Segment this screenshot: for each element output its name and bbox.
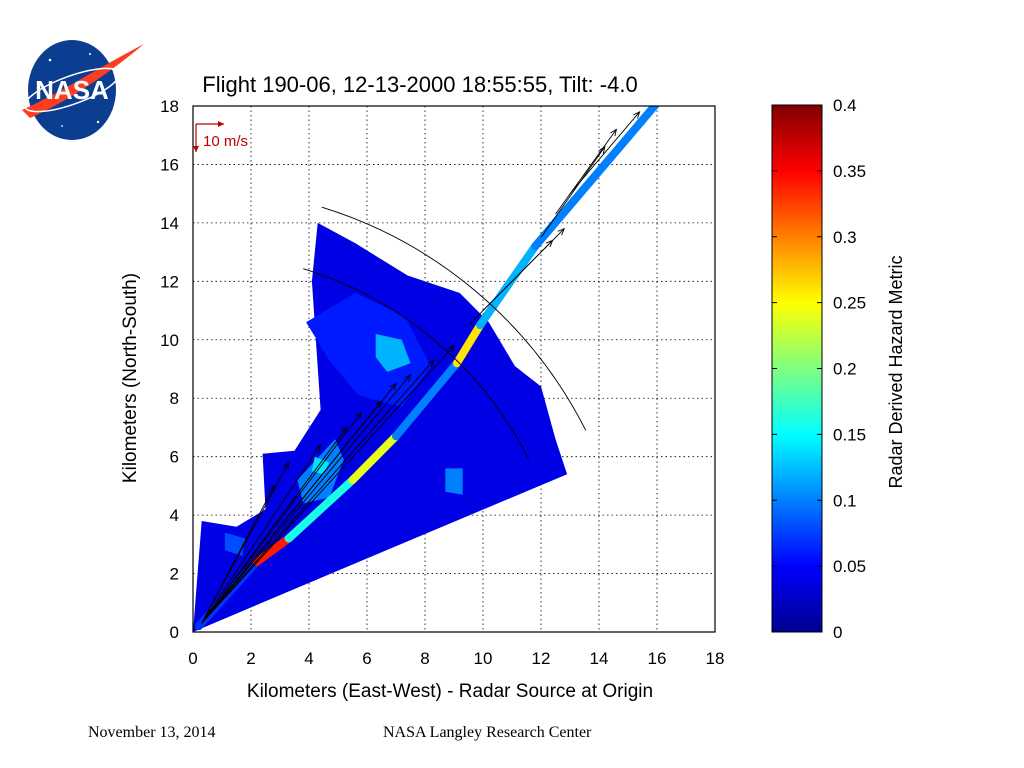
colorbar-tick-label: 0.05 (833, 557, 866, 576)
colorbar-tick-label: 0 (833, 623, 842, 642)
x-tick-label: 10 (474, 649, 493, 668)
colorbar-ticks: 0 0.05 0.1 0.15 0.2 0.25 0.3 0.35 0.4 (772, 96, 866, 642)
wind-vector (201, 373, 412, 624)
x-tick-label: 8 (420, 649, 429, 668)
colorbar-tick-label: 0.4 (833, 96, 857, 115)
y-tick-label: 10 (160, 331, 179, 350)
wind-vector (201, 444, 322, 624)
range-ring (321, 206, 587, 431)
colorbar-tick-label: 0.25 (833, 294, 866, 313)
hazard-beam-segment (252, 534, 293, 566)
footer-date: November 13, 2014 (88, 724, 216, 741)
y-tick-label: 18 (160, 97, 179, 116)
colorbar-tick-label: 0.1 (833, 491, 857, 510)
y-tick-label: 8 (170, 389, 179, 408)
scale-annotation: 10 m/s (193, 121, 248, 152)
colorbar-tick-label: 0.3 (833, 228, 857, 247)
wind-vector (201, 426, 348, 624)
plot-frame (192, 105, 716, 633)
wind-vector (201, 344, 455, 624)
x-tick-label: 12 (532, 649, 551, 668)
footer-organization: NASA Langley Research Center (383, 724, 592, 741)
y-tick-label: 2 (170, 565, 179, 584)
hazard-beam-segment (392, 359, 461, 441)
chart-title: Flight 190-06, 12-13-2000 18:55:55, Tilt… (202, 72, 637, 97)
hazard-region (445, 468, 463, 495)
scale-label: 10 m/s (203, 133, 248, 150)
colorbar-tick-label: 0.15 (833, 425, 866, 444)
wind-vector (201, 382, 397, 624)
wind-vectors (201, 110, 641, 624)
wind-vector (201, 461, 290, 624)
nasa-logo: NASA (22, 40, 144, 140)
y-tick-label: 16 (160, 155, 179, 174)
x-tick-label: 18 (706, 649, 725, 668)
y-tick-label: 12 (160, 272, 179, 291)
x-axis-label: Kilometers (East-West) - Radar Source at… (247, 681, 653, 702)
y-tick-label: 14 (160, 214, 179, 233)
x-tick-label: 0 (188, 649, 197, 668)
colorbar-tick-label: 0.35 (833, 162, 866, 181)
wind-vector (555, 128, 618, 215)
y-tick-label: 6 (170, 448, 179, 467)
hazard-beam-segment (531, 106, 660, 251)
range-ring (303, 268, 530, 460)
wind-vector (569, 110, 641, 194)
y-tick-label: 0 (170, 623, 179, 642)
x-tick-label: 2 (246, 649, 255, 668)
wind-vector (482, 227, 566, 311)
hazard-beam-segment (452, 321, 485, 368)
hazard-region (375, 333, 411, 372)
wind-vector (201, 411, 362, 624)
x-tick-label: 16 (648, 649, 667, 668)
hazard-region (306, 293, 431, 407)
colorbar-tick-label: 0.2 (833, 360, 857, 379)
x-tick-label: 4 (304, 649, 313, 668)
y-axis-ticks: 0 2 4 6 8 10 12 14 16 18 (160, 97, 179, 642)
colorbar-label: Radar Derived Hazard Metric (886, 255, 906, 488)
x-tick-label: 6 (362, 649, 371, 668)
y-axis-label: Kilometers (North-South) (120, 273, 141, 483)
wind-vector (201, 359, 435, 624)
hazard-beam-segment (284, 476, 357, 543)
hazard-beam-segment (348, 432, 400, 485)
x-axis-ticks: 0 2 4 6 8 10 12 14 16 18 (188, 649, 724, 668)
x-tick-label: 14 (590, 649, 609, 668)
y-tick-label: 4 (170, 506, 179, 525)
svg-text:NASA: NASA (35, 75, 109, 105)
chart-figure: Flight 190-06, 12-13-2000 18:55:55, Tilt… (120, 72, 906, 702)
wind-vector (540, 145, 606, 238)
colorbar (771, 104, 823, 633)
